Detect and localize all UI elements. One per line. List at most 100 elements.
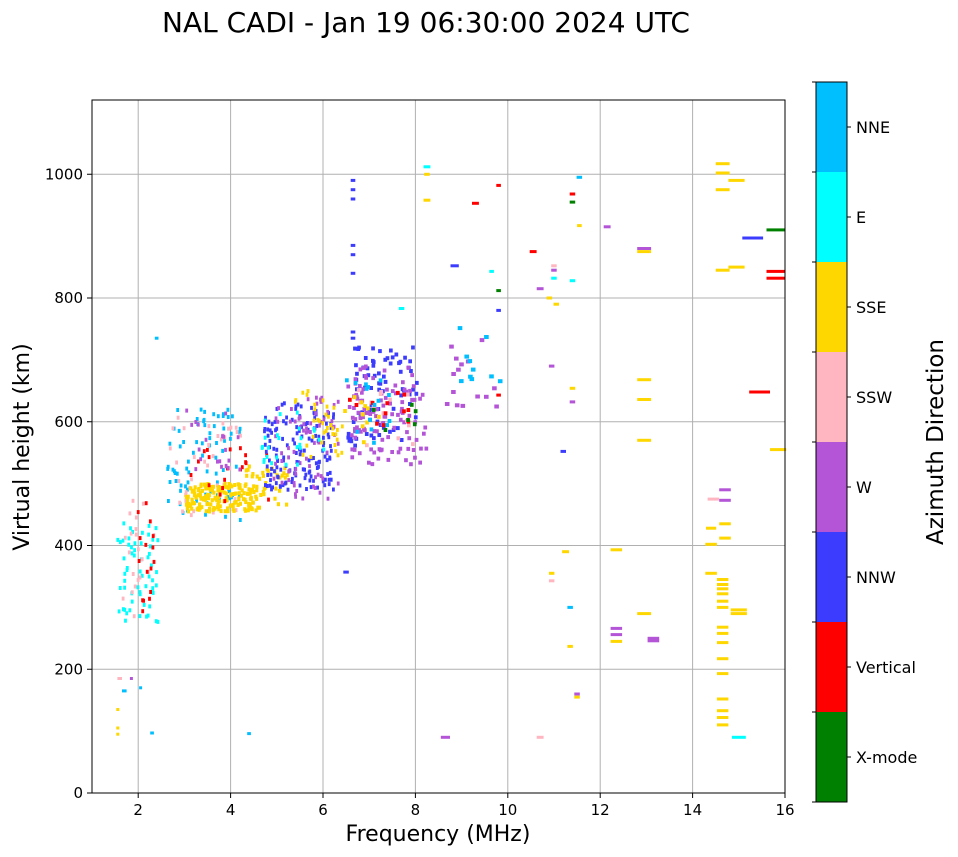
echo-ssw xyxy=(228,466,232,471)
echo-nnw xyxy=(285,415,288,420)
echo-nnw xyxy=(388,361,393,366)
echo-ssw xyxy=(136,547,140,552)
echo-sse xyxy=(334,449,338,454)
echo-ssw xyxy=(207,442,210,447)
echo-vertical xyxy=(239,446,242,451)
echo-nne xyxy=(179,483,183,488)
echo-sse xyxy=(716,657,729,661)
echo-nnw xyxy=(294,451,298,455)
echo-e xyxy=(267,445,270,450)
echo-nne xyxy=(184,484,187,489)
echo-sse xyxy=(716,583,729,586)
echo-nnw xyxy=(293,441,296,446)
echo-w xyxy=(315,401,319,406)
echo-nne xyxy=(228,496,232,501)
echo-ssw xyxy=(229,425,233,430)
echo-vertical xyxy=(569,192,576,196)
echo-sse xyxy=(184,502,189,507)
echo-ssw xyxy=(176,415,180,420)
echo-nnw xyxy=(369,386,373,390)
echo-e xyxy=(154,619,158,624)
echo-sse xyxy=(719,536,731,540)
echo-nne xyxy=(376,398,381,403)
echo-sse xyxy=(209,502,213,507)
echo-w xyxy=(358,416,363,420)
echo-nnw xyxy=(403,355,407,360)
echo-sse xyxy=(255,484,259,489)
echo-nnw xyxy=(343,570,349,574)
echo-w xyxy=(314,411,318,416)
echo-w xyxy=(238,467,242,472)
echo-e xyxy=(423,165,431,169)
echo-nne xyxy=(226,407,230,412)
echo-nne xyxy=(203,423,207,428)
echo-sse xyxy=(728,265,745,269)
echo-nnw xyxy=(315,424,319,428)
echo-sse xyxy=(198,491,202,496)
echo-sse xyxy=(225,485,229,490)
echo-w xyxy=(603,225,611,229)
echo-w xyxy=(313,440,316,445)
echo-nnw xyxy=(382,374,386,379)
echo-w xyxy=(358,367,363,372)
echo-e xyxy=(322,447,326,452)
echo-w xyxy=(362,407,367,411)
echo-w xyxy=(218,459,222,464)
echo-sse xyxy=(637,250,652,254)
echo-vertical xyxy=(382,423,386,428)
echo-nnw xyxy=(295,431,299,436)
echo-w xyxy=(357,451,362,456)
echo-nnw xyxy=(328,470,332,475)
echo-sse xyxy=(305,392,309,397)
echo-nne xyxy=(166,466,170,471)
echo-w xyxy=(372,429,377,434)
echo-sse xyxy=(247,503,252,508)
echo-w xyxy=(424,446,429,451)
echo-nne xyxy=(345,378,349,383)
echo-w xyxy=(386,435,390,440)
echo-sse xyxy=(222,490,226,495)
echo-sse xyxy=(227,486,231,490)
echo-nnw xyxy=(266,427,270,432)
echo-w xyxy=(318,490,322,495)
echo-nnw xyxy=(408,402,412,406)
echo-sse xyxy=(276,502,280,507)
echo-sse xyxy=(423,198,431,202)
echo-nnw xyxy=(388,429,392,434)
echo-nnw xyxy=(286,487,290,492)
echo-vertical xyxy=(221,486,224,490)
echo-w xyxy=(309,421,313,426)
echo-nnw xyxy=(377,433,382,437)
echo-nnw xyxy=(381,425,386,430)
echo-ssw xyxy=(239,433,242,438)
echo-vertical xyxy=(197,459,200,464)
x-tick-label: 16 xyxy=(775,801,794,819)
echo-sse xyxy=(716,578,729,581)
echo-sse xyxy=(259,493,263,497)
echo-w xyxy=(274,434,277,439)
echo-vertical xyxy=(207,483,211,488)
echo-ssw xyxy=(411,442,415,447)
echo-w xyxy=(350,447,355,452)
colorbar-label-vertical: Vertical xyxy=(856,658,916,677)
echo-nnw xyxy=(317,434,321,439)
echo-sse xyxy=(574,695,580,699)
echo-nnw xyxy=(263,442,267,447)
echo-ssw xyxy=(129,531,133,536)
echo-vertical xyxy=(265,452,269,457)
echo-w xyxy=(475,394,480,399)
echo-sse xyxy=(360,424,365,429)
echo-w xyxy=(418,460,422,465)
echo-nnw xyxy=(325,421,328,426)
echo-nnw xyxy=(324,477,327,482)
echo-e xyxy=(132,553,136,558)
echo-sse xyxy=(577,224,582,228)
echo-nne xyxy=(204,512,207,517)
echo-nnw xyxy=(369,403,374,408)
echo-nnw xyxy=(305,487,308,491)
echo-sse xyxy=(186,509,191,514)
echo-w xyxy=(320,395,324,400)
echo-w xyxy=(294,467,298,472)
echo-sse xyxy=(233,500,237,505)
echo-w xyxy=(372,450,377,455)
